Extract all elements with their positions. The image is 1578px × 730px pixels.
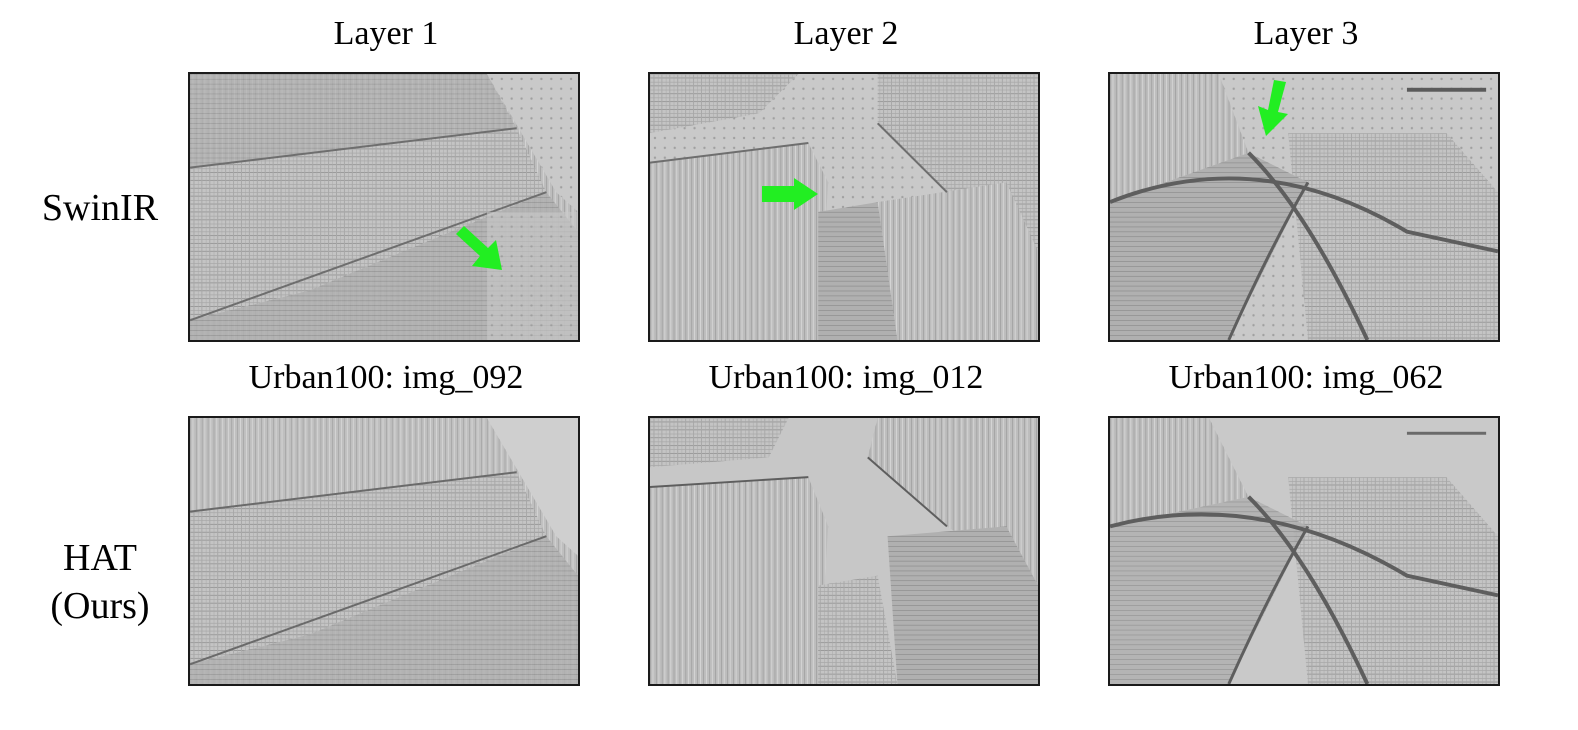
- row-label-swinir-line: SwinIR: [41, 187, 159, 229]
- swinir-layer1-feature-map: [188, 72, 580, 342]
- row-label-hat-line-1: HAT: [63, 537, 137, 579]
- row-label-swinir: SwinIR: [20, 184, 180, 232]
- column-header-layer-2: Layer 2: [793, 15, 899, 52]
- swinir-layer3-feature-map: [1108, 72, 1500, 342]
- hat-layer3-feature-map: [1108, 416, 1500, 686]
- green-arrow-icon: [1258, 80, 1288, 136]
- hat-layer2-feature-map: [648, 416, 1040, 686]
- swinir-layer2-feature-map: [648, 72, 1040, 342]
- row-label-hat-line-2: (Ours): [50, 585, 150, 627]
- caption-img-012: Urban100: img_012: [708, 359, 984, 396]
- green-arrow-icon: [762, 178, 818, 210]
- caption-img-062: Urban100: img_062: [1168, 359, 1444, 396]
- column-header-layer-3: Layer 3: [1253, 15, 1359, 52]
- green-arrow-icon: [456, 226, 502, 270]
- column-header-layer-1: Layer 1: [333, 15, 439, 52]
- row-label-hat: HAT (Ours): [20, 534, 180, 630]
- hat-layer1-feature-map: [188, 416, 580, 686]
- caption-img-092: Urban100: img_092: [248, 359, 524, 396]
